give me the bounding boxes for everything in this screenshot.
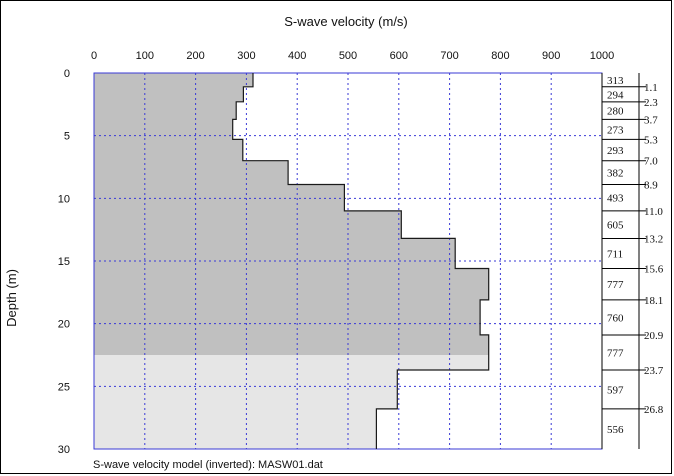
layer-velocity-label: 294 <box>607 89 624 101</box>
y-tick-label: 20 <box>58 319 70 331</box>
fill-region-upper <box>94 73 489 355</box>
x-tick-labels: 0 100 200 300 400 500 600 700 800 900 1000 <box>91 50 614 62</box>
layer-depth-label: 3.7 <box>644 114 658 126</box>
layer-velocity-label: 556 <box>607 424 624 436</box>
layer-velocity-label: 760 <box>607 312 624 324</box>
x-tick-label: 900 <box>542 50 560 62</box>
x-tick-label: 100 <box>136 50 154 62</box>
layer-depth-label: 26.8 <box>644 404 664 416</box>
layer-velocity-label: 273 <box>607 124 624 136</box>
layer-annotation-column: 313 294 280 273 293 382 493 605 711 777 760 777 597 5… <box>601 73 664 449</box>
layer-velocity-label: 280 <box>607 106 624 118</box>
layer-velocity-label: 493 <box>607 193 624 205</box>
x-tick-label: 600 <box>390 50 408 62</box>
layer-depth-label: 11.0 <box>644 206 663 218</box>
layer-depth-label: 15.6 <box>644 264 664 276</box>
layer-velocity-label: 293 <box>607 145 624 157</box>
chart-title: S-wave velocity (m/s) <box>284 14 408 29</box>
layer-depth-label: 13.2 <box>644 233 663 245</box>
y-tick-label: 5 <box>64 131 70 143</box>
x-tick-label: 200 <box>186 50 204 62</box>
y-axis-label: Depth (m) <box>4 269 19 327</box>
y-tick-labels: 0 5 10 15 20 25 30 <box>58 68 70 456</box>
layer-velocity-label: 777 <box>607 279 624 291</box>
y-tick-label: 0 <box>64 68 70 80</box>
velocity-fill-region <box>94 73 489 449</box>
layer-depth-label: 18.1 <box>644 295 663 307</box>
x-tick-label: 700 <box>440 50 458 62</box>
layer-velocity-label: 777 <box>607 347 624 359</box>
x-tick-label: 800 <box>491 50 509 62</box>
x-tick-label: 0 <box>91 50 97 62</box>
chart-caption: S-wave velocity model (inverted): MASW01… <box>93 459 323 471</box>
x-tick-label: 400 <box>288 50 306 62</box>
x-tick-label: 300 <box>237 50 255 62</box>
layer-velocity-label: 382 <box>607 168 624 180</box>
layer-depth-label: 5.3 <box>644 134 658 146</box>
y-tick-label: 30 <box>58 444 70 456</box>
layer-depth-label: 20.9 <box>644 330 664 342</box>
layer-depth-label: 7.0 <box>644 156 658 168</box>
velocity-profile <box>232 73 490 449</box>
x-tick-label: 1000 <box>590 50 614 62</box>
layer-depth-label: 1.1 <box>644 82 658 94</box>
y-tick-label: 10 <box>58 193 70 205</box>
layer-depth-label: 23.7 <box>644 365 664 377</box>
y-tick-label: 15 <box>58 256 70 268</box>
x-tick-label: 500 <box>339 50 357 62</box>
y-tick-label: 25 <box>58 381 70 393</box>
layer-depth-label: 8.9 <box>644 180 658 192</box>
velocity-profile-line <box>232 73 490 449</box>
layer-velocity-label: 605 <box>607 220 624 232</box>
fill-region-lower <box>94 355 489 449</box>
layer-depth-label: 2.3 <box>644 97 658 109</box>
layer-velocity-label: 711 <box>607 248 623 260</box>
layer-velocity-label: 597 <box>607 384 624 396</box>
layer-velocity-label: 313 <box>607 75 624 87</box>
